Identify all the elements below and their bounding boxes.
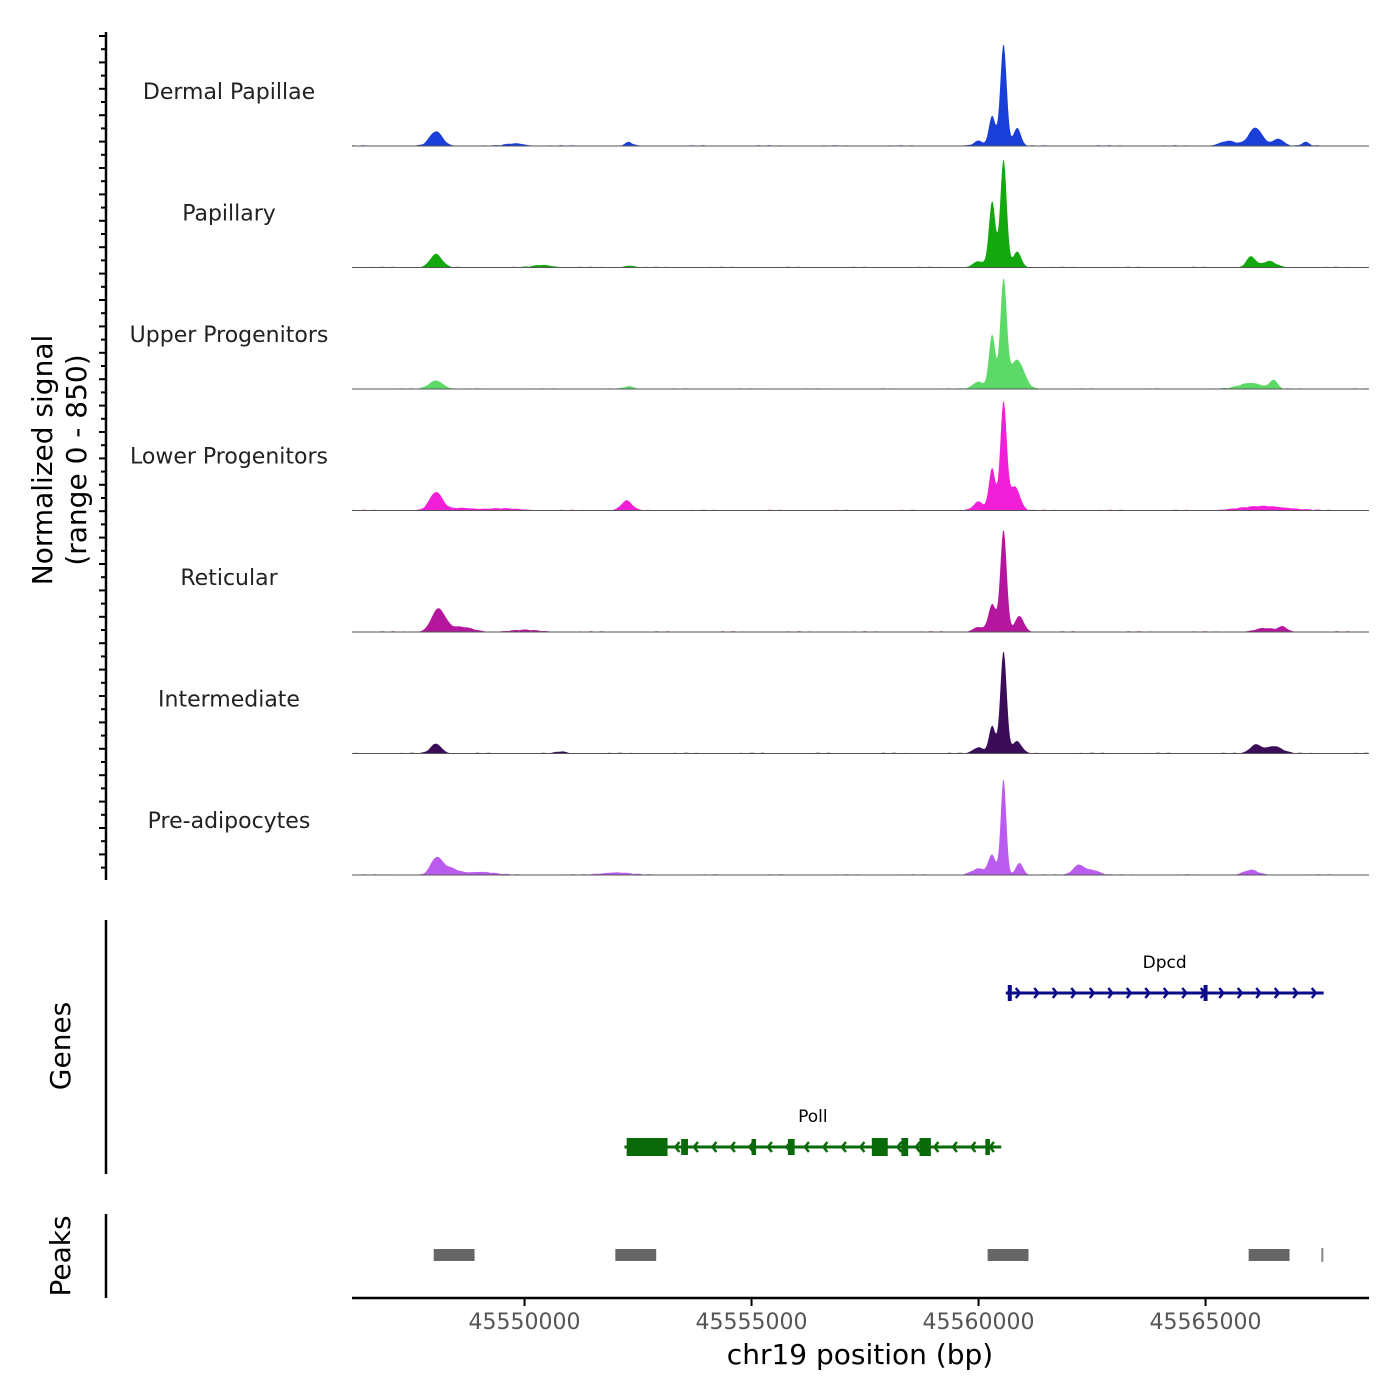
track-reticular: Reticular <box>180 530 1369 633</box>
x-axis-title: chr19 position (bp) <box>727 1338 993 1371</box>
strand-arrow <box>1218 987 1225 999</box>
strand-arrow <box>840 1141 847 1153</box>
track-label: Intermediate <box>158 688 300 713</box>
strand-arrow <box>1144 987 1151 999</box>
strand-arrow <box>1088 987 1096 999</box>
coverage-area <box>352 45 1369 146</box>
coverage-area <box>352 279 1369 389</box>
strand-arrow <box>1125 987 1133 999</box>
x-tick-label: 45555000 <box>696 1310 808 1335</box>
track-upper-progenitors: Upper Progenitors <box>130 279 1369 390</box>
exon <box>919 1138 931 1156</box>
strand-arrow <box>1070 987 1077 999</box>
strand-arrow <box>932 1141 940 1153</box>
peak-region <box>1248 1249 1290 1261</box>
coverage-area <box>352 530 1369 632</box>
exon <box>787 1139 795 1155</box>
strand-arrow <box>1107 987 1114 999</box>
peak-region <box>615 1249 657 1261</box>
y-axis-title-group: Normalized signal (range 0 - 850) <box>26 335 93 586</box>
strand-arrow <box>1162 987 1170 999</box>
gene-poll: Poll <box>624 1107 1002 1156</box>
coverage-tracks: Dermal Papillae Papillary Upper Progenitor… <box>130 45 1369 876</box>
peak-region <box>1321 1248 1324 1262</box>
exon <box>985 1139 990 1155</box>
track-label: Reticular <box>180 566 278 591</box>
strand-arrow <box>673 1141 681 1153</box>
x-axis-ticks: 45550000 45555000 45560000 45565000 <box>469 1298 1262 1335</box>
track-lower-progenitors: Lower Progenitors <box>130 401 1369 511</box>
coverage-y-ticks <box>99 35 106 869</box>
strand-arrow <box>914 1141 921 1153</box>
strand-arrow <box>1014 987 1022 999</box>
strand-arrow <box>803 1141 810 1153</box>
strand-arrow <box>692 1141 699 1153</box>
track-pre-adipocytes: Pre-adipocytes <box>148 780 1369 876</box>
strand-arrow <box>766 1141 773 1153</box>
track-papillary: Papillary <box>182 160 1369 268</box>
strand-arrow <box>729 1141 736 1153</box>
strand-arrow <box>895 1141 903 1153</box>
strand-arrow <box>1181 987 1188 999</box>
strand-arrow <box>858 1141 866 1153</box>
track-dermal-papillae: Dermal Papillae <box>143 45 1369 147</box>
coverage-area <box>352 652 1369 754</box>
strand-arrow <box>710 1141 718 1153</box>
y-axis-title-line2: (range 0 - 850) <box>60 354 93 565</box>
x-tick-label: 45565000 <box>1150 1310 1262 1335</box>
strand-arrow <box>1033 987 1040 999</box>
strand-arrow <box>821 1141 829 1153</box>
strand-arrow <box>1273 987 1281 999</box>
strand-arrow <box>1051 987 1059 999</box>
strand-arrow <box>951 1141 958 1153</box>
coverage-area <box>352 401 1369 511</box>
exon <box>901 1138 909 1156</box>
track-label: Dermal Papillae <box>143 80 315 105</box>
exon <box>871 1138 888 1156</box>
coverage-area <box>352 160 1369 268</box>
exon <box>1007 985 1012 1001</box>
gene-label: Dpcd <box>1143 953 1187 973</box>
peak-region <box>433 1249 475 1261</box>
x-tick-label: 45550000 <box>469 1310 581 1335</box>
strand-arrow <box>1310 987 1318 999</box>
peaks-panel <box>433 1248 1324 1262</box>
genes-panel-label: Genes <box>44 1002 77 1090</box>
exon <box>1203 985 1208 1001</box>
peak-region <box>987 1249 1029 1261</box>
exon <box>751 1139 757 1155</box>
strand-arrow <box>988 1141 995 1153</box>
peaks-panel-label: Peaks <box>44 1215 77 1296</box>
genes-panel: Dpcd Poll <box>624 953 1324 1156</box>
strand-arrow <box>969 1141 977 1153</box>
x-tick-label: 45560000 <box>923 1310 1035 1335</box>
exon <box>681 1139 688 1155</box>
track-label: Pre-adipocytes <box>148 809 311 834</box>
y-axis-title-line1: Normalized signal <box>26 335 59 586</box>
gene-dpcd: Dpcd <box>1005 953 1324 1001</box>
track-label: Upper Progenitors <box>130 323 329 348</box>
strand-arrow <box>1292 987 1299 999</box>
exon <box>626 1138 668 1156</box>
track-label: Papillary <box>182 202 276 227</box>
coverage-area <box>352 780 1369 875</box>
track-intermediate: Intermediate <box>158 652 1369 754</box>
strand-arrow <box>1236 987 1244 999</box>
track-label: Lower Progenitors <box>130 445 328 470</box>
gene-label: Poll <box>798 1107 828 1127</box>
strand-arrow <box>1255 987 1262 999</box>
